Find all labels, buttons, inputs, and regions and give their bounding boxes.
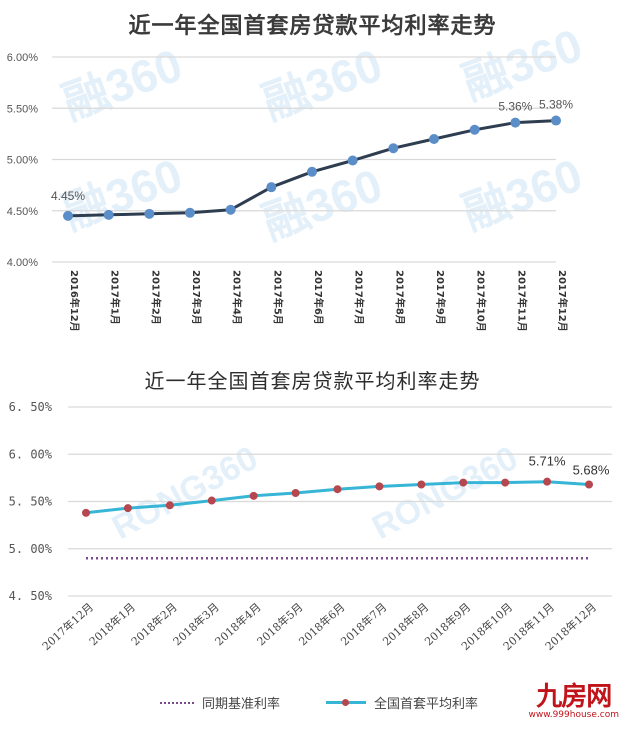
logo-url: www.999house.com [528, 710, 619, 720]
svg-text:5.50%: 5.50% [7, 103, 38, 115]
svg-text:4. 50%: 4. 50% [9, 589, 53, 603]
data-point [185, 207, 195, 218]
site-logo: 九房网 www.999house.com [528, 684, 619, 720]
data-point [429, 134, 439, 144]
data-label: 4.45% [51, 189, 85, 203]
data-label: 5.36% [498, 100, 532, 114]
svg-text:RONG360: RONG360 [366, 439, 524, 547]
svg-text:融360: 融360 [56, 39, 189, 130]
data-point [388, 143, 399, 154]
data-point [82, 508, 90, 517]
svg-text:2017年11月: 2017年11月 [515, 270, 528, 332]
data-point [501, 478, 510, 487]
data-point [510, 117, 521, 128]
data-point [459, 478, 468, 487]
svg-text:融360: 融360 [256, 39, 389, 130]
chart2-title: 近一年全国首套房贷款平均利率走势 [144, 369, 481, 393]
svg-text:融360: 融360 [456, 19, 589, 110]
svg-text:2017年2月: 2017年2月 [149, 270, 162, 325]
svg-text:2017年12月: 2017年12月 [556, 270, 569, 332]
baseline-legend-swatch [160, 701, 194, 704]
svg-text:2017年1月: 2017年1月 [109, 270, 122, 325]
svg-text:4.00%: 4.00% [7, 257, 38, 269]
data-point [249, 491, 258, 500]
data-point [347, 155, 358, 166]
svg-text:4.50%: 4.50% [7, 206, 38, 218]
avg-legend-swatch [326, 699, 367, 706]
svg-text:2017年7月: 2017年7月 [353, 270, 366, 325]
data-point [207, 496, 216, 505]
svg-text:2017年10月: 2017年10月 [475, 270, 488, 332]
legend: 同期基准利率 全国首套平均利率 [160, 693, 478, 712]
svg-text:2017年5月: 2017年5月 [271, 270, 284, 325]
data-point [333, 485, 342, 494]
data-point [144, 208, 155, 219]
svg-text:5. 00%: 5. 00% [9, 542, 53, 556]
data-point [543, 477, 552, 486]
svg-text:6. 00%: 6. 00% [9, 447, 53, 461]
data-point [417, 480, 426, 489]
data-point [585, 480, 593, 489]
chart1-title: 近一年全国首套房贷款平均利率走势 [128, 14, 497, 39]
data-point [307, 166, 317, 177]
baseline-legend-label: 同期基准利率 [202, 697, 281, 712]
svg-text:2017年12月: 2017年12月 [39, 600, 96, 653]
data-label: 5.71% [529, 454, 566, 469]
data-point [123, 504, 132, 513]
svg-text:2017年9月: 2017年9月 [434, 270, 447, 325]
logo-text: 九房网 [536, 682, 612, 712]
svg-text:RONG360: RONG360 [106, 439, 264, 547]
data-point [291, 488, 300, 497]
data-label: 5.68% [573, 462, 610, 477]
avg-legend-label: 全国首套平均利率 [374, 697, 479, 712]
svg-text:2017年8月: 2017年8月 [393, 270, 406, 325]
data-point [225, 204, 236, 215]
data-point [551, 115, 561, 126]
svg-text:融360: 融360 [456, 149, 589, 240]
svg-text:2016年12月: 2016年12月 [68, 270, 81, 332]
chart-2: RONG360 RONG360 4. 50% 5. 00% 5. 50% 6. 00% 6.… [9, 400, 612, 653]
svg-text:5. 50%: 5. 50% [9, 495, 53, 509]
svg-text:2017年4月: 2017年4月 [231, 270, 244, 325]
data-label: 5.38% [539, 98, 573, 112]
svg-text:6.00%: 6.00% [7, 52, 38, 64]
data-point [266, 182, 277, 193]
svg-text:融360: 融360 [256, 159, 389, 250]
data-point [165, 501, 174, 510]
svg-text:5.00%: 5.00% [7, 155, 38, 167]
data-point [63, 210, 73, 221]
data-point [375, 482, 384, 491]
svg-text:6. 50%: 6. 50% [9, 400, 53, 414]
svg-text:2017年6月: 2017年6月 [312, 270, 325, 325]
svg-text:2017年3月: 2017年3月 [190, 270, 203, 325]
data-point [103, 209, 114, 220]
data-point [469, 124, 480, 135]
